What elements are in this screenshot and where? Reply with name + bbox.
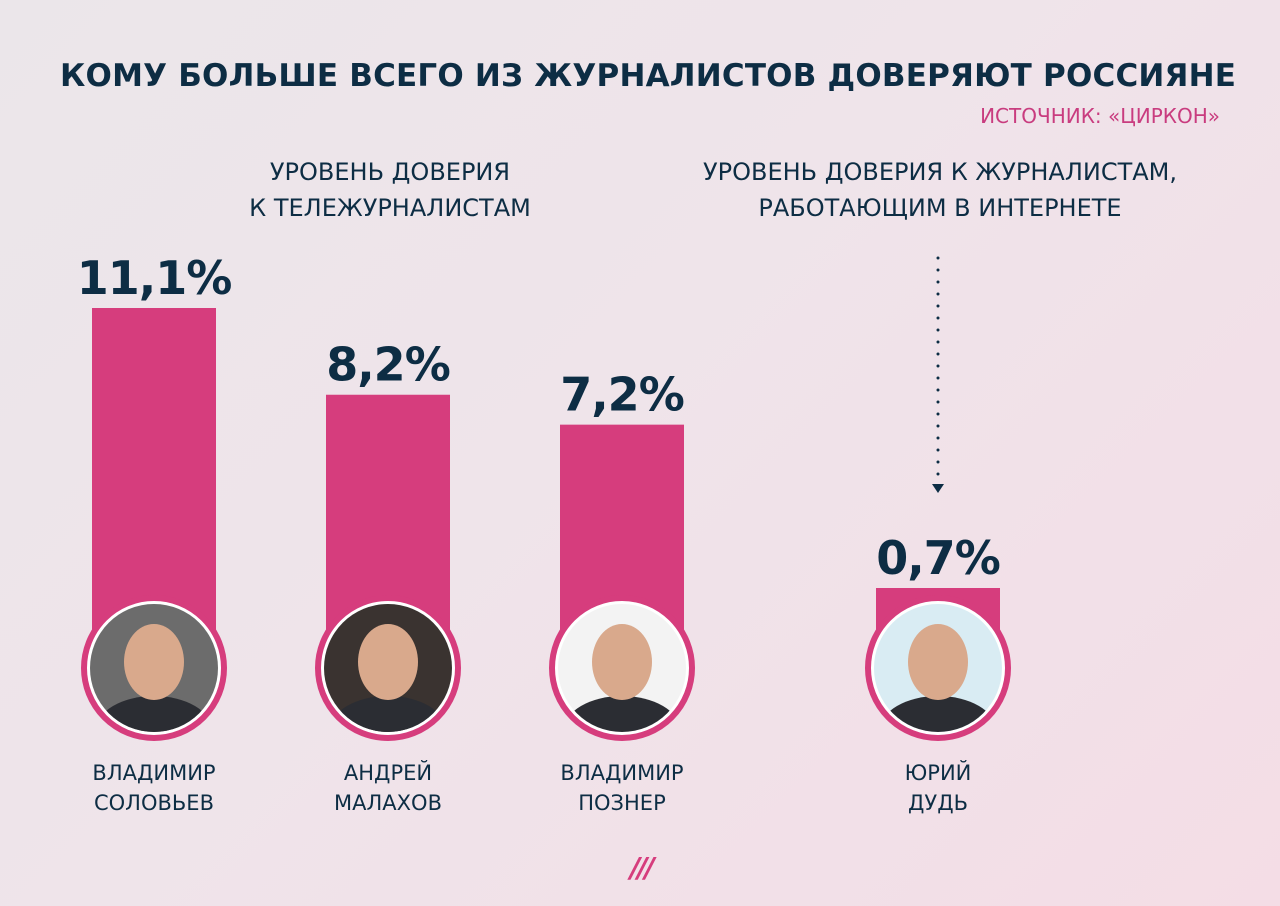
name-label-3-0: ЮРИЙ bbox=[905, 760, 972, 785]
portrait-shoulders-3 bbox=[880, 696, 996, 732]
value-label-0: 11,1% bbox=[77, 251, 232, 305]
name-label-1-0: АНДРЕЙ bbox=[344, 760, 432, 785]
brand-logo: /// bbox=[630, 851, 655, 884]
portrait-face-0 bbox=[124, 624, 184, 700]
portrait-shoulders-1 bbox=[330, 696, 446, 732]
arrow-head-icon bbox=[932, 484, 944, 493]
portrait-shoulders-2 bbox=[564, 696, 680, 732]
tv-group-title-line2: К ТЕЛЕЖУРНАЛИСТАМ bbox=[249, 194, 531, 222]
web-group-title-line2: РАБОТАЮЩИМ В ИНТЕРНЕТЕ bbox=[758, 194, 1122, 222]
name-label-0-1: СОЛОВЬЕВ bbox=[94, 791, 214, 815]
name-label-3-1: ДУДЬ bbox=[908, 791, 968, 815]
chart-title: КОМУ БОЛЬШЕ ВСЕГО ИЗ ЖУРНАЛИСТОВ ДОВЕРЯЮ… bbox=[60, 58, 1237, 94]
portrait-face-2 bbox=[592, 624, 652, 700]
portrait-shoulders-0 bbox=[96, 696, 212, 732]
name-label-1-1: МАЛАХОВ bbox=[334, 791, 442, 815]
name-label-2-0: ВЛАДИМИР bbox=[560, 761, 683, 785]
portrait-face-3 bbox=[908, 624, 968, 700]
tv-group-title: УРОВЕНЬ ДОВЕРИЯ К ТЕЛЕЖУРНАЛИСТАМ bbox=[200, 154, 580, 226]
tv-group-title-line1: УРОВЕНЬ ДОВЕРИЯ bbox=[269, 158, 511, 186]
value-label-1: 8,2% bbox=[326, 338, 450, 392]
value-label-3: 0,7% bbox=[876, 531, 1000, 585]
name-label-2-1: ПОЗНЕР bbox=[578, 791, 666, 815]
name-label-0-0: ВЛАДИМИР bbox=[92, 761, 215, 785]
web-group-title-line1: УРОВЕНЬ ДОВЕРИЯ К ЖУРНАЛИСТАМ, bbox=[702, 158, 1177, 186]
portrait-face-1 bbox=[358, 624, 418, 700]
web-group-title: УРОВЕНЬ ДОВЕРИЯ К ЖУРНАЛИСТАМ, РАБОТАЮЩИ… bbox=[620, 154, 1260, 226]
source-label: ИСТОЧНИК: «ЦИРКОН» bbox=[980, 104, 1220, 128]
value-label-2: 7,2% bbox=[560, 368, 684, 422]
